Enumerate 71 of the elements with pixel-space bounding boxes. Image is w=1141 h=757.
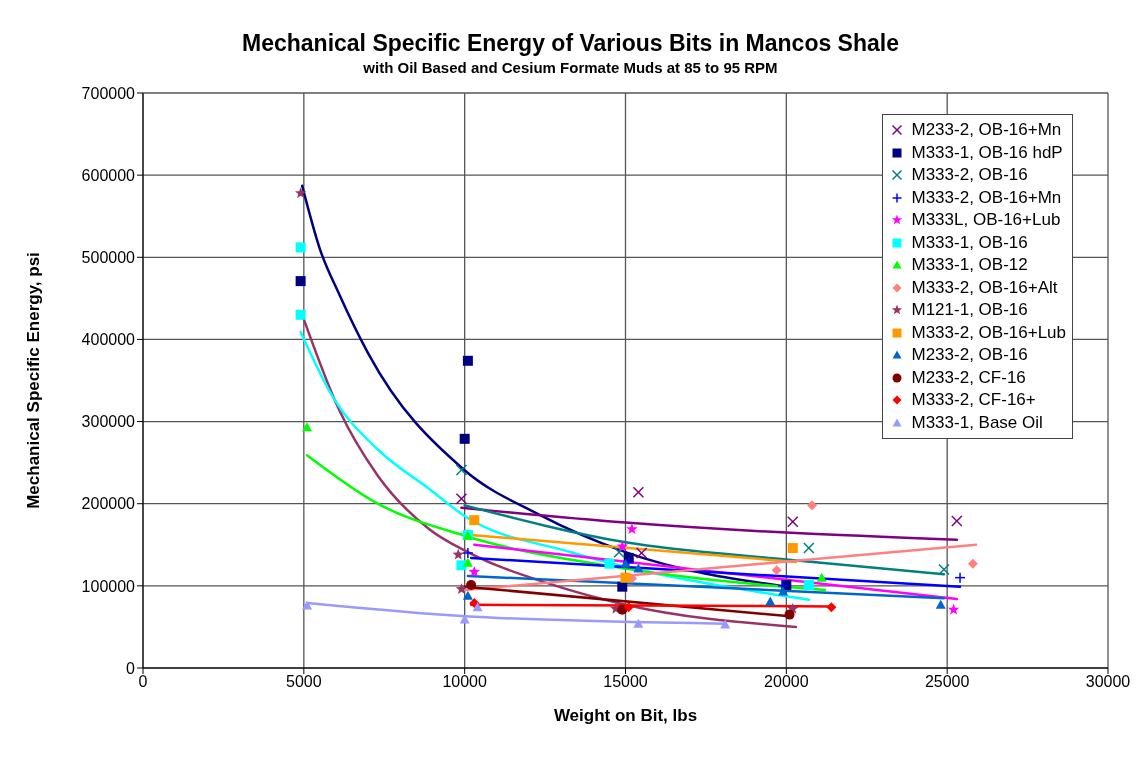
point	[947, 603, 960, 615]
legend-label: M333-2, CF-16+	[911, 389, 1036, 411]
chart-title: Mechanical Specific Energy of Various Bits in Mancos Shale	[241, 30, 900, 57]
point	[295, 242, 306, 253]
legend-label: M233-2, OB-16	[911, 344, 1028, 366]
point	[771, 565, 782, 576]
point	[466, 580, 477, 591]
point	[459, 433, 470, 444]
point	[302, 600, 313, 610]
legend-label: M333-2, OB-16+Alt	[911, 276, 1058, 299]
point	[633, 563, 644, 573]
legend-label: M333-1, OB-16	[911, 231, 1028, 254]
y-tick-label: 700000	[81, 84, 136, 102]
x-tick-label: 15000	[603, 673, 648, 691]
point	[778, 586, 789, 596]
line-series	[463, 504, 946, 576]
legend-label: M333-1, OB-16 hdP	[911, 141, 1063, 164]
point	[468, 565, 481, 577]
legend-label: M233-2, OB-16+Mn	[911, 119, 1062, 141]
point	[784, 609, 795, 620]
point	[787, 543, 798, 554]
point	[295, 309, 306, 320]
point	[623, 602, 634, 613]
point	[302, 422, 313, 432]
legend-label: M333-2, OB-16	[911, 164, 1028, 186]
chart-subtitle: with Oil Based and Cesium Formate Muds at 85 to 95 RPM	[362, 59, 779, 76]
y-tick-label: 400000	[81, 331, 136, 349]
point	[826, 602, 837, 613]
y-tick-label: 100000	[81, 577, 136, 595]
x-axis-title: Weight on Bit, lbs	[553, 706, 698, 725]
x-tick-label: 10000	[442, 673, 488, 691]
point	[620, 558, 631, 568]
y-tick-label: 600000	[81, 166, 136, 184]
point	[469, 515, 480, 526]
y-tick-label: 300000	[81, 413, 136, 431]
point	[604, 558, 615, 569]
x-tick-label: 30000	[1085, 673, 1131, 691]
point	[816, 572, 827, 582]
point	[617, 581, 628, 592]
point	[616, 540, 628, 552]
point	[462, 355, 473, 366]
x-tick-label: 20000	[764, 673, 809, 691]
y-axis-title: Mechanical Specific Energy, psi	[24, 252, 44, 509]
legend-label: M333-1, Base Oil	[911, 411, 1043, 434]
point	[456, 560, 467, 571]
x-tick-label: 25000	[924, 673, 970, 691]
legend-label: M121-1, OB-16	[911, 299, 1028, 321]
legend-label: M333L, OB-16+Lub	[911, 209, 1061, 231]
point	[803, 580, 814, 591]
point	[455, 583, 468, 594]
x-tick-label: 5000	[286, 673, 322, 691]
y-tick-label: 200000	[81, 495, 136, 513]
point	[807, 500, 818, 511]
point	[294, 187, 307, 199]
point	[462, 590, 473, 600]
legend-label: M333-2, OB-16+Lub	[911, 321, 1066, 344]
legend-label: M233-2, CF-16	[911, 366, 1026, 389]
point	[472, 602, 483, 612]
point	[967, 558, 978, 569]
x-tick-label: 0	[138, 673, 148, 691]
y-tick-label: 500000	[81, 248, 136, 266]
point	[633, 618, 644, 628]
legend-label: M333-1, OB-12	[911, 254, 1028, 276]
point	[935, 599, 946, 609]
y-tick-label: 0	[126, 659, 136, 677]
point	[295, 276, 306, 287]
point	[452, 548, 464, 560]
point	[462, 557, 473, 567]
legend-label: M333-2, OB-16+Mn	[911, 186, 1062, 209]
point	[626, 523, 638, 535]
point	[459, 614, 470, 624]
